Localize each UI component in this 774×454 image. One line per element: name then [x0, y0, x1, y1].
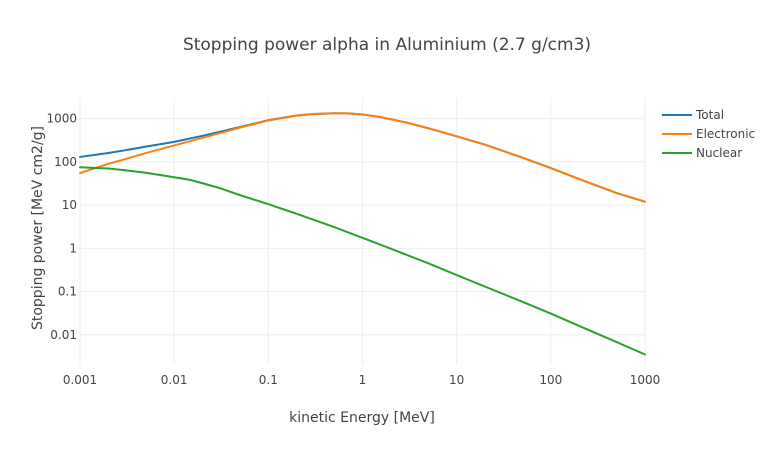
y-tick-label: 0.01: [50, 328, 77, 342]
y-tick-label: 0.1: [58, 285, 77, 299]
x-tick-label: 1: [359, 373, 367, 387]
y-tick-label: 100: [54, 155, 77, 169]
y-axis-ticks: 0.01 0.1 1 10 100 1000: [46, 112, 77, 342]
legend-label: Total: [695, 108, 724, 122]
y-tick-label: 10: [62, 198, 77, 212]
legend-item-nuclear[interactable]: Nuclear: [662, 146, 742, 160]
series-line-electronic: [79, 112, 646, 203]
grid: [79, 98, 646, 365]
legend-label: Nuclear: [696, 146, 742, 160]
x-tick-label: 1000: [630, 373, 661, 387]
x-tick-label: 0.001: [63, 373, 97, 387]
x-tick-label: 0.01: [161, 373, 188, 387]
y-tick-label: 1: [69, 241, 77, 255]
legend-item-total[interactable]: Total: [662, 108, 724, 122]
legend-item-electronic[interactable]: Electronic: [662, 127, 755, 141]
x-tick-label: 100: [539, 373, 562, 387]
chart-title: Stopping power alpha in Aluminium (2.7 g…: [183, 35, 591, 55]
series-line-nuclear: [79, 166, 646, 356]
legend-label: Electronic: [696, 127, 755, 141]
x-tick-label: 0.1: [259, 373, 278, 387]
legend[interactable]: Total Electronic Nuclear: [662, 108, 755, 160]
x-tick-label: 10: [449, 373, 464, 387]
x-axis-ticks: 0.001 0.01 0.1 1 10 100 1000: [63, 373, 660, 387]
x-axis-label: kinetic Energy [MeV]: [289, 410, 435, 426]
y-tick-label: 1000: [46, 112, 77, 126]
y-axis-label: Stopping power [MeV cm2/g]: [30, 126, 46, 330]
series-lines: [79, 112, 646, 356]
